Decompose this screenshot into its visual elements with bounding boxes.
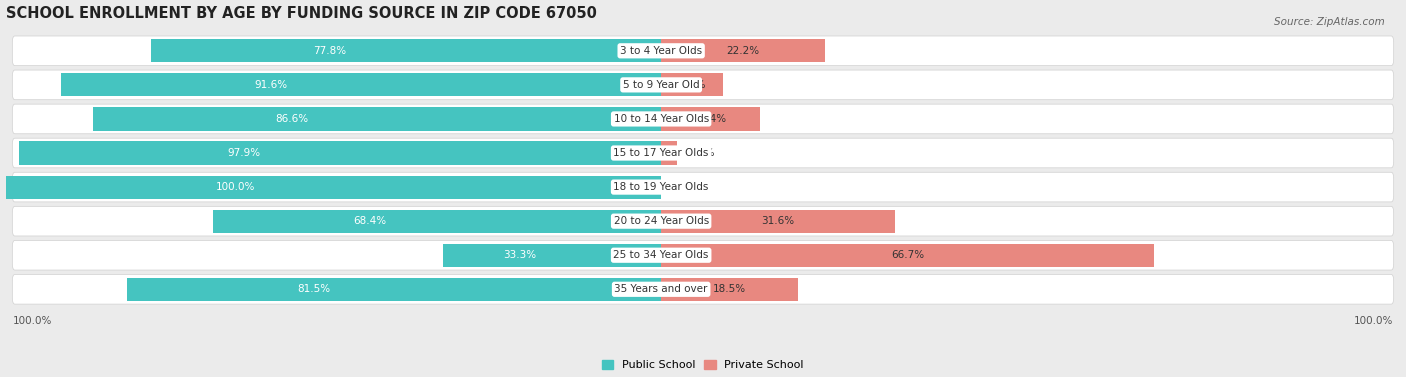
Text: 100.0%: 100.0% (1354, 316, 1393, 326)
Text: 77.8%: 77.8% (314, 46, 346, 56)
Text: 15 to 17 Year Olds: 15 to 17 Year Olds (613, 148, 709, 158)
Legend: Public School, Private School: Public School, Private School (602, 360, 804, 370)
FancyBboxPatch shape (13, 274, 1393, 304)
Bar (661, 73, 723, 97)
Bar (661, 244, 1154, 267)
Text: 31.6%: 31.6% (762, 216, 794, 226)
FancyBboxPatch shape (13, 36, 1393, 66)
Text: 100.0%: 100.0% (215, 182, 254, 192)
Text: 20 to 24 Year Olds: 20 to 24 Year Olds (613, 216, 709, 226)
Text: 22.2%: 22.2% (727, 46, 759, 56)
Text: 66.7%: 66.7% (891, 250, 924, 260)
Text: 25 to 34 Year Olds: 25 to 34 Year Olds (613, 250, 709, 260)
Bar (661, 210, 894, 233)
Text: 18.5%: 18.5% (713, 284, 747, 294)
Text: 8.4%: 8.4% (679, 80, 706, 90)
Bar (661, 39, 825, 63)
Text: 18 to 19 Year Olds: 18 to 19 Year Olds (613, 182, 709, 192)
Text: 68.4%: 68.4% (353, 216, 387, 226)
Bar (127, 278, 661, 301)
Text: 13.4%: 13.4% (695, 114, 727, 124)
FancyBboxPatch shape (13, 206, 1393, 236)
Bar (60, 73, 661, 97)
FancyBboxPatch shape (13, 138, 1393, 168)
Text: 0.0%: 0.0% (672, 182, 699, 192)
Text: 10 to 14 Year Olds: 10 to 14 Year Olds (613, 114, 709, 124)
Text: 91.6%: 91.6% (254, 80, 287, 90)
Bar (93, 107, 661, 130)
FancyBboxPatch shape (13, 172, 1393, 202)
FancyBboxPatch shape (13, 104, 1393, 134)
Bar (661, 141, 676, 165)
FancyBboxPatch shape (13, 241, 1393, 270)
Bar (150, 39, 661, 63)
Text: 3 to 4 Year Olds: 3 to 4 Year Olds (620, 46, 702, 56)
Bar (6, 176, 661, 199)
Text: 33.3%: 33.3% (503, 250, 536, 260)
Text: SCHOOL ENROLLMENT BY AGE BY FUNDING SOURCE IN ZIP CODE 67050: SCHOOL ENROLLMENT BY AGE BY FUNDING SOUR… (6, 6, 596, 21)
Text: 2.1%: 2.1% (688, 148, 714, 158)
Bar (661, 107, 761, 130)
Text: 81.5%: 81.5% (297, 284, 330, 294)
Text: 86.6%: 86.6% (276, 114, 309, 124)
Text: 5 to 9 Year Old: 5 to 9 Year Old (623, 80, 699, 90)
Text: 100.0%: 100.0% (13, 316, 52, 326)
FancyBboxPatch shape (13, 70, 1393, 100)
Bar (443, 244, 661, 267)
Text: 97.9%: 97.9% (228, 148, 260, 158)
Bar (212, 210, 661, 233)
Bar (20, 141, 661, 165)
Bar (661, 278, 799, 301)
Text: Source: ZipAtlas.com: Source: ZipAtlas.com (1274, 17, 1385, 27)
Text: 35 Years and over: 35 Years and over (614, 284, 707, 294)
